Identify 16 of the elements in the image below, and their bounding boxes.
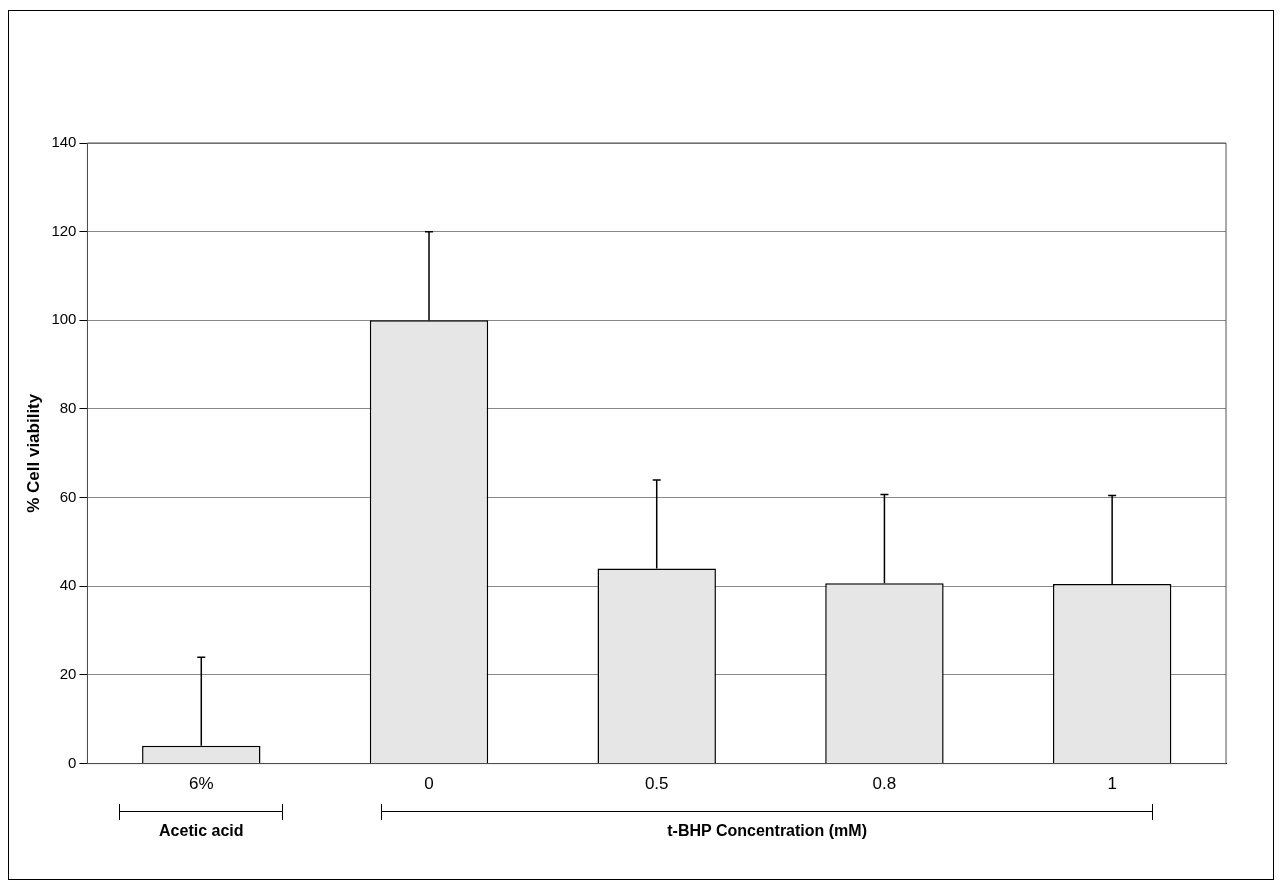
x-tick-label: 1 [1107,774,1117,794]
x-tick-label: 6% [189,774,214,794]
x-tick-label: 0.5 [644,774,669,794]
y-tick-label: 140 [51,133,77,151]
y-tick-label: 80 [59,399,77,417]
text: Acetic acid [159,821,244,840]
y-tick-label: 20 [59,665,77,683]
text: t-BHP Concentration (mM) [667,821,867,840]
y-tick-label: 120 [51,221,77,239]
x-tick-label: 0.8 [872,774,897,794]
y-tick-label: 100 [51,310,77,328]
x-tick-label: 0 [424,774,434,794]
y-tick-label: 0 [68,753,77,771]
y-tick-label: 60 [59,487,77,505]
y-tick-label: 40 [59,576,77,594]
y-axis-title: % Cell viability [23,393,43,513]
